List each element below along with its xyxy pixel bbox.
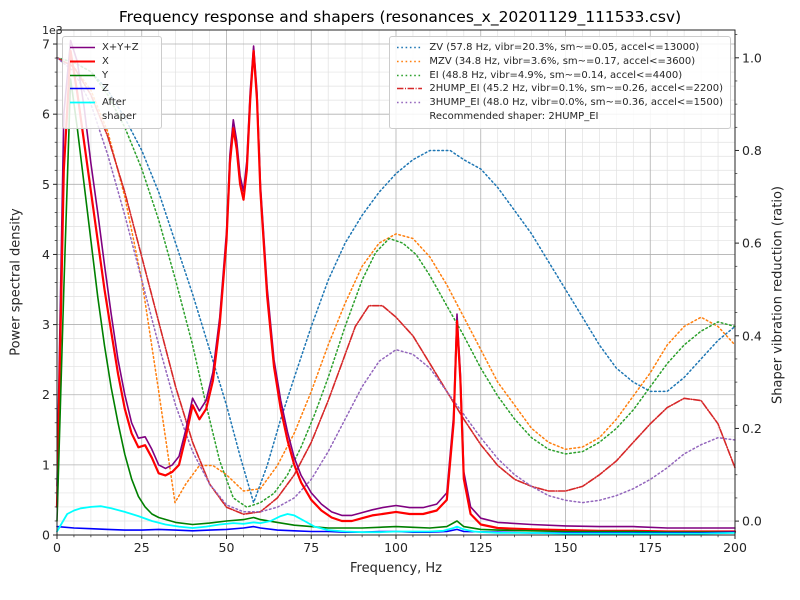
y-right-tick-label: 0.6 bbox=[742, 236, 762, 251]
legend-item-label: ZV (57.8 Hz, vibr=20.3%, sm~=0.05, accel… bbox=[429, 42, 700, 53]
y-right-tick-label: 0.4 bbox=[742, 328, 762, 343]
legend-item: 2HUMP_EI (45.2 Hz, vibr=0.1%, sm~=0.26, … bbox=[396, 82, 723, 96]
legend-item: 3HUMP_EI (48.0 Hz, vibr=0.0%, sm~=0.36, … bbox=[396, 96, 723, 110]
x-tick-label: 0 bbox=[53, 540, 61, 555]
tick-labels: 0 25 50 75 100 125 150 175 200 0 1 2 3 4 5 6 7 0.0 0.2 0.4 0… bbox=[42, 34, 762, 555]
legend-psd: X+Y+Z X Y Z After shaper bbox=[62, 36, 162, 129]
x-tick-label: 150 bbox=[554, 540, 578, 555]
legend-line-sample bbox=[397, 88, 423, 90]
y-right-tick-label: 0.0 bbox=[742, 514, 762, 529]
y-right-tick-label: 0.2 bbox=[742, 421, 762, 436]
legend-line-sample bbox=[397, 46, 423, 49]
y-left-tick-label: 0 bbox=[42, 528, 50, 543]
y-left-tick-label: 7 bbox=[42, 37, 50, 52]
legend-item: MZV (34.8 Hz, vibr=3.6%, sm~=0.17, accel… bbox=[396, 55, 723, 69]
y-left-tick-label: 2 bbox=[42, 387, 50, 402]
legend-item-label: Y bbox=[102, 69, 109, 81]
series-ei bbox=[56, 57, 736, 508]
y-right-tick-label: 0.8 bbox=[742, 143, 762, 158]
x-tick-label: 100 bbox=[384, 540, 408, 555]
series-after-shaper bbox=[56, 505, 736, 535]
legend-item-label: Recommended shaper: 2HUMP_EI bbox=[429, 110, 599, 122]
legend-item: Recommended shaper: 2HUMP_EI bbox=[396, 110, 723, 124]
legend-item: X+Y+Z bbox=[69, 41, 154, 55]
legend-line-sample bbox=[70, 46, 95, 49]
series-zv bbox=[56, 57, 736, 504]
x-tick-label: 200 bbox=[723, 540, 747, 555]
legend-spacer bbox=[396, 112, 423, 121]
x-tick-label: 75 bbox=[303, 540, 319, 555]
y-left-tick-label: 6 bbox=[42, 107, 50, 122]
legend-line-sample bbox=[70, 60, 95, 63]
legend-line-sample bbox=[70, 74, 95, 76]
y-right-tick-label: 1.0 bbox=[742, 50, 762, 65]
series-mzv bbox=[56, 57, 736, 504]
shaper-curves bbox=[56, 57, 736, 515]
legend-line-sample bbox=[70, 88, 95, 90]
series-y bbox=[56, 78, 736, 533]
legend-line-sample bbox=[397, 60, 423, 63]
x-tick-label: 125 bbox=[469, 540, 493, 555]
legend-item-label: 3HUMP_EI (48.0 Hz, vibr=0.0%, sm~=0.36, … bbox=[429, 97, 723, 109]
y-left-tick-label: 3 bbox=[42, 317, 50, 332]
y-left-tick-label: 5 bbox=[42, 177, 50, 192]
legend-item-label: EI (48.8 Hz, vibr=4.9%, sm~=0.14, accel<… bbox=[429, 69, 683, 81]
legend-line-sample bbox=[70, 101, 95, 104]
series-2hump_ei bbox=[56, 57, 736, 515]
legend-item: ZV (57.8 Hz, vibr=20.3%, sm~=0.05, accel… bbox=[396, 41, 723, 55]
chart-title: Frequency response and shapers (resonanc… bbox=[118, 8, 682, 26]
legend-item-label: 2HUMP_EI (45.2 Hz, vibr=0.1%, sm~=0.26, … bbox=[429, 83, 723, 95]
y-left-tick-label: 4 bbox=[42, 247, 50, 262]
legend-item: Y bbox=[69, 69, 154, 83]
series-3hump_ei bbox=[56, 57, 736, 513]
legend-item-label: After shaper bbox=[102, 97, 137, 122]
psd-curves bbox=[55, 39, 737, 535]
x-tick-label: 175 bbox=[638, 540, 662, 555]
y-axis-label-left: Power spectral density bbox=[8, 208, 24, 356]
legend-line-sample bbox=[397, 101, 423, 104]
legend-item-label: X bbox=[102, 55, 109, 67]
x-tick-label: 25 bbox=[134, 540, 150, 555]
y-left-tick-label: 1 bbox=[42, 457, 50, 472]
legend-item-label: MZV (34.8 Hz, vibr=3.6%, sm~=0.17, accel… bbox=[429, 55, 696, 67]
series-x bbox=[55, 49, 737, 533]
legend-item: X bbox=[69, 55, 154, 69]
legend-item-label: X+Y+Z bbox=[102, 42, 139, 53]
legend-item: Z bbox=[69, 82, 154, 96]
legend-item: After shaper bbox=[69, 96, 154, 124]
y-axis-label-right: Shaper vibration reduction (ratio) bbox=[770, 186, 786, 404]
y-axis-offset-label: 1e3 bbox=[42, 24, 63, 37]
x-axis-label: Frequency, Hz bbox=[349, 561, 443, 576]
legend-shapers: ZV (57.8 Hz, vibr=20.3%, sm~=0.05, accel… bbox=[389, 36, 731, 129]
legend-line-sample bbox=[397, 74, 423, 76]
legend-item-label: Z bbox=[102, 83, 109, 95]
x-tick-label: 50 bbox=[219, 540, 235, 555]
legend-item: EI (48.8 Hz, vibr=4.9%, sm~=0.14, accel<… bbox=[396, 69, 723, 83]
